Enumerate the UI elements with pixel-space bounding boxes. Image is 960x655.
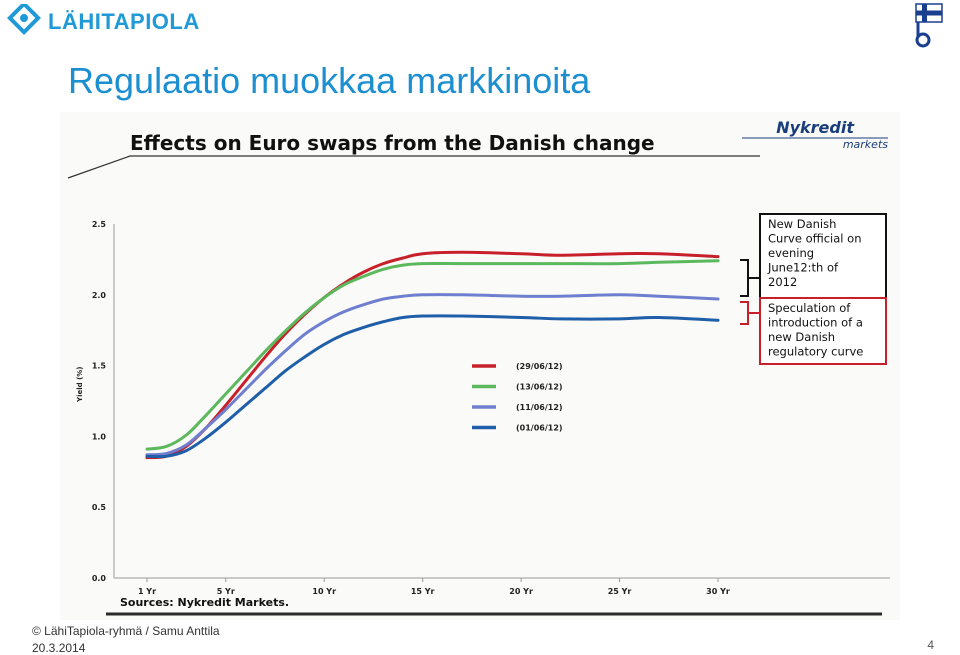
footer-date: 20.3.2014	[32, 641, 86, 655]
annotation-bracket	[740, 301, 760, 325]
series-line	[145, 250, 720, 460]
y-ticks: 0.0 0.5 1.0 1.5 2.0 2.5	[92, 220, 107, 583]
legend-label: (11/06/12)	[516, 403, 563, 412]
finnish-flag-key-icon	[915, 3, 943, 48]
annotation-text: Curve official on	[768, 232, 861, 246]
annotation-text: regulatory curve	[768, 345, 863, 359]
publisher-subtitle: markets	[843, 138, 888, 151]
y-tick-label: 2.5	[92, 220, 107, 229]
x-tick-label: 15 Yr	[411, 587, 435, 596]
footer-copyright: © LähiTapiola-ryhmä / Samu Anttila	[32, 624, 220, 638]
series-lines	[145, 250, 720, 460]
annotation-bracket	[740, 259, 760, 297]
legend-label: (01/06/12)	[516, 424, 563, 433]
header-slant-line	[67, 155, 131, 179]
y-tick-label: 2.0	[92, 291, 107, 300]
y-axis-label: Yield (%)	[76, 367, 84, 403]
x-tick-label: 30 Yr	[706, 587, 730, 596]
legend-label: (13/06/12)	[516, 383, 563, 392]
chart-title: Effects on Euro swaps from the Danish ch…	[130, 131, 655, 155]
lahitapiola-logo-icon	[7, 4, 41, 35]
chart-source: Sources: Nykredit Markets.	[120, 596, 289, 609]
annotation-text: new Danish	[768, 330, 835, 344]
series-line	[145, 314, 720, 459]
y-tick-label: 1.5	[92, 362, 107, 371]
annotation-text: evening	[768, 246, 814, 260]
annotation-text: New Danish	[768, 217, 836, 231]
x-tick-label: 10 Yr	[312, 587, 336, 596]
x-ticks: 1 Yr 5 Yr 10 Yr 15 Yr 20 Yr 25 Yr 30 Yr	[138, 578, 730, 596]
y-tick-label: 1.0	[92, 432, 107, 441]
lahitapiola-logo-text: LÄHITAPIOLA	[48, 9, 200, 34]
page-number: 4	[927, 638, 934, 652]
y-tick-label: 0.0	[92, 574, 107, 583]
annotation-box	[759, 213, 887, 299]
annotation-text: introduction of a	[768, 316, 863, 330]
annotation-box	[759, 297, 887, 365]
lahitapiola-logo: LÄHITAPIOLA	[6, 4, 200, 40]
chart-panel: Effects on Euro swaps from the Danish ch…	[60, 112, 900, 620]
slide-title: Regulaatio muokkaa markkinoita	[68, 60, 591, 101]
x-tick-label: 5 Yr	[217, 587, 235, 596]
legend-label: (29/06/12)	[516, 362, 563, 371]
x-tick-label: 1 Yr	[138, 587, 156, 596]
series-line	[145, 259, 720, 451]
y-tick-label: 0.5	[92, 503, 107, 512]
annotation-text: 2012	[768, 275, 797, 289]
x-tick-label: 25 Yr	[608, 587, 632, 596]
publisher-name: Nykredit	[776, 118, 855, 137]
x-tick-label: 20 Yr	[509, 587, 533, 596]
series-line	[145, 293, 720, 457]
legend: (29/06/12) (13/06/12) (11/06/12) (01/06/12)	[472, 362, 563, 433]
annotation-text: Speculation of	[768, 301, 851, 315]
annotation-text: June12:th of	[767, 261, 839, 275]
euro-swaps-chart: Effects on Euro swaps from the Danish ch…	[67, 118, 890, 616]
